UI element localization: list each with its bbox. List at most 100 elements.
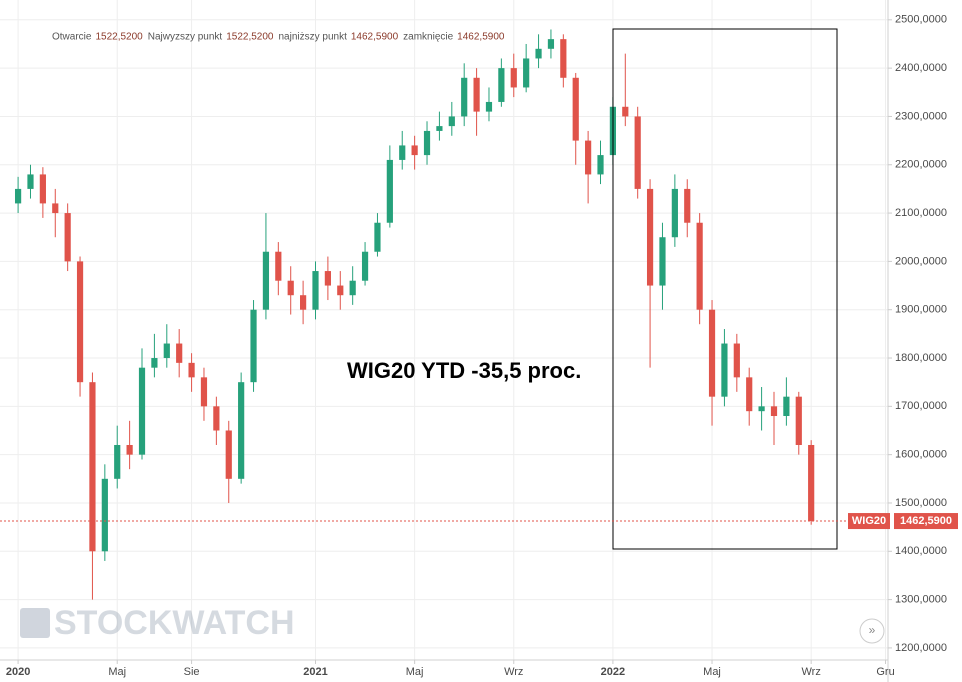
y-tick-label: 2500,0000 xyxy=(895,14,947,26)
candle-body xyxy=(423,130,431,156)
candle-body xyxy=(622,106,629,117)
candle-body xyxy=(163,343,170,359)
candle-body xyxy=(89,382,96,552)
candle-body xyxy=(349,280,356,296)
annotation: WIG20 YTD -35,5 proc. xyxy=(347,358,581,383)
candle-body xyxy=(733,343,740,378)
y-tick-label: 2200,0000 xyxy=(895,159,947,171)
highlight-box xyxy=(612,28,838,550)
candle-body xyxy=(262,251,270,310)
candle-body xyxy=(188,362,195,378)
y-tick-label: 2300,0000 xyxy=(895,110,947,122)
header-name: zamknięcie xyxy=(403,32,453,43)
candle-body xyxy=(634,116,641,189)
candle-body xyxy=(758,406,765,412)
watermark-text: STOCKWATCH xyxy=(54,604,295,642)
candle-body xyxy=(646,188,654,286)
candle-body xyxy=(448,116,455,127)
candle-body xyxy=(795,396,802,445)
candle-body xyxy=(300,295,307,310)
candle-body xyxy=(560,39,567,78)
x-tick-label: Maj xyxy=(406,666,424,678)
price-tag xyxy=(894,513,958,530)
y-tick-label: 2400,0000 xyxy=(895,62,947,74)
header-value: 1462,5900 xyxy=(351,32,399,43)
header-name: Najwyzszy punkt xyxy=(148,32,223,43)
y-tick-label: 1300,0000 xyxy=(895,594,947,606)
symbol-label: WIG20 xyxy=(852,515,886,527)
header-value: 1462,5900 xyxy=(457,32,505,43)
candle-body xyxy=(808,444,815,522)
candle-body xyxy=(572,77,579,141)
candle-body xyxy=(312,271,319,310)
x-tick-label: 2021 xyxy=(303,666,327,678)
candle-body xyxy=(411,145,418,156)
candle-body xyxy=(337,285,344,296)
candle-body xyxy=(535,48,542,59)
y-tick-label: 1900,0000 xyxy=(895,304,947,316)
candle-body xyxy=(746,377,753,412)
candle-body xyxy=(708,309,716,397)
candle-body xyxy=(225,430,232,479)
candle-body xyxy=(138,367,146,455)
x-tick-label: Gru xyxy=(876,666,894,678)
x-tick-label: Wrz xyxy=(504,666,523,678)
candle-body xyxy=(76,261,84,383)
candle-body xyxy=(27,174,34,189)
y-tick-label: 1700,0000 xyxy=(895,400,947,412)
candle-body xyxy=(684,188,691,223)
candle-body xyxy=(14,188,22,204)
candle-body xyxy=(213,406,220,431)
header: Otwarcie 1522,5200 Najwyzszy punkt 1522,520… xyxy=(52,32,505,43)
y-tick-label: 1200,0000 xyxy=(895,642,947,654)
y-tick-label: 2100,0000 xyxy=(895,207,947,219)
candle-body xyxy=(200,377,208,407)
candle-body xyxy=(275,251,282,281)
header-value: 1522,5200 xyxy=(226,32,274,43)
candle-body xyxy=(547,39,555,49)
candle-body xyxy=(114,444,121,479)
scroll-icon[interactable]: » xyxy=(869,623,876,637)
x-tick-label: Wrz xyxy=(801,666,820,678)
candle-body xyxy=(696,222,703,310)
axes: 2500,0000 2400,0000 2300,0000 2200,0000 2100… xyxy=(0,14,958,678)
x-tick-label: Sie xyxy=(184,666,200,678)
watermark-icon xyxy=(20,608,50,638)
candle-body xyxy=(523,58,530,88)
y-tick-label: 1600,0000 xyxy=(895,449,947,461)
candle-body xyxy=(374,222,381,252)
candle-body xyxy=(324,271,331,286)
candle-body xyxy=(386,159,393,223)
symbol-tag xyxy=(848,513,890,530)
candle-body xyxy=(585,140,592,175)
candle-body xyxy=(250,309,257,383)
y-tick-label: 1800,0000 xyxy=(895,352,947,364)
candle-body xyxy=(436,126,443,131)
candle-body xyxy=(52,203,59,214)
candle-body xyxy=(361,251,369,281)
candle-body xyxy=(238,382,245,479)
candle-body xyxy=(770,406,778,417)
candle-body xyxy=(287,280,294,296)
candles xyxy=(14,29,815,600)
scroll-button[interactable] xyxy=(859,618,885,644)
candle-body xyxy=(485,101,493,112)
x-tick-label: Maj xyxy=(703,666,721,678)
candle-body xyxy=(597,155,604,175)
candle-body xyxy=(39,174,46,204)
candle-body xyxy=(126,444,133,455)
candle-body xyxy=(498,68,505,102)
y-tick-label: 1400,0000 xyxy=(895,545,947,557)
candle-body xyxy=(64,213,71,262)
candle-body xyxy=(399,145,406,160)
y-tick-label: 1500,0000 xyxy=(895,497,947,509)
candle-body xyxy=(659,237,666,286)
x-tick-label: 2022 xyxy=(601,666,625,678)
grid xyxy=(0,0,888,660)
header-value: 1522,5200 xyxy=(95,32,143,43)
candle-body xyxy=(176,343,183,363)
candle-body xyxy=(510,68,517,88)
